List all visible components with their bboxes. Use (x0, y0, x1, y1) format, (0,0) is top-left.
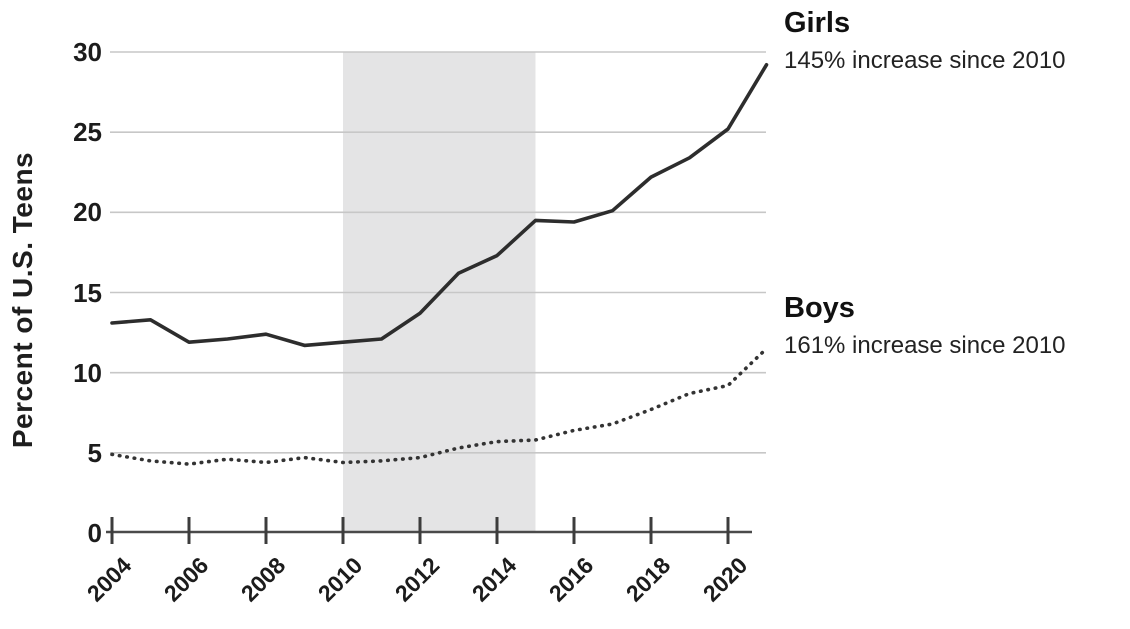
boys-line (110, 346, 769, 466)
boys-series-label: Boys (784, 292, 855, 324)
y-tick-label-10: 10 (73, 357, 102, 388)
boys-series-subtitle: 161% increase since 2010 (784, 332, 1066, 359)
y-tick-label-25: 25 (73, 117, 102, 148)
girls-line (110, 63, 769, 348)
annotation-girls: Girls 145% increase since 2010 (784, 6, 1066, 76)
y-tick-label-5: 5 (87, 437, 102, 468)
girls-series-label: Girls (784, 7, 851, 39)
y-tick-label-15: 15 (73, 277, 102, 308)
y-tick-label-0: 0 (87, 518, 102, 548)
annotation-boys: Boys 161% increase since 2010 (784, 291, 1066, 361)
girls-series-subtitle: 145% increase since 2010 (784, 47, 1066, 74)
y-tick-label-30: 30 (73, 37, 102, 67)
y-tick-label-20: 20 (73, 197, 102, 228)
